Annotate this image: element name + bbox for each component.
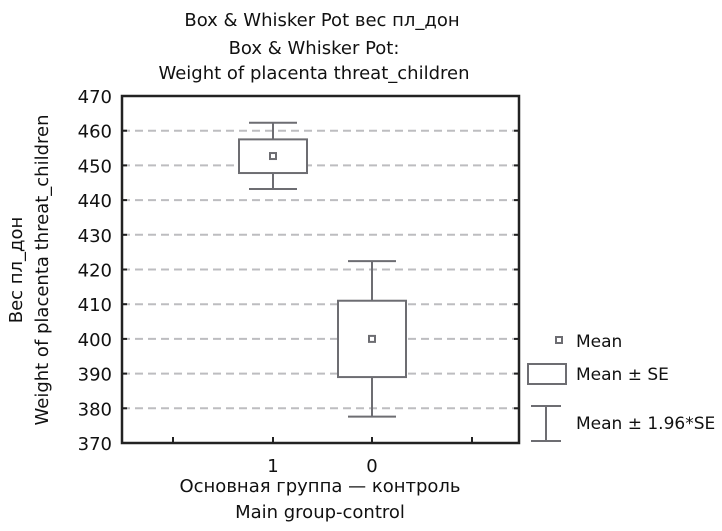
y-tick-label: 420 [78, 261, 112, 282]
y-tick-label: 400 [78, 330, 112, 351]
y-axis-label-2: Weight of placenta threat_children [32, 114, 53, 425]
y-tick-label: 450 [78, 156, 112, 177]
legend-whisker [531, 405, 561, 442]
y-axis-label-1: Вес пл_дон [6, 217, 27, 324]
x-axis-label-2: Main group-control [235, 502, 405, 523]
box-group-0 [337, 260, 407, 418]
legend-se-box [527, 363, 567, 385]
legend-mean-marker [555, 336, 563, 344]
y-tick-label: 430 [78, 226, 112, 247]
y-tick-label: 460 [78, 122, 112, 143]
mean-marker [368, 334, 376, 343]
y-tick-label: 390 [78, 365, 112, 386]
y-tick-label: 380 [78, 399, 112, 420]
x-tick-label: 1 [267, 456, 278, 477]
se-box [337, 299, 407, 379]
legend-1-96se: Mean ± 1.96*SE [576, 414, 715, 434]
legend-se: Mean ± SE [576, 365, 669, 385]
box-group-1 [238, 121, 308, 190]
legend: Mean Mean ± SE Mean ± 1.96*SE [527, 332, 715, 442]
legend-mean: Mean [576, 332, 622, 352]
x-axis-label-1: Основная группа — контроль [179, 476, 460, 497]
mean-marker [269, 152, 277, 161]
title-line-2: Box & Whisker Pot: [229, 38, 400, 59]
y-tick-label: 440 [78, 191, 112, 212]
chart-title: Box & Whisker Pot вес пл_дон Box & Whisk… [158, 10, 469, 84]
y-tick-label: 470 [78, 87, 112, 108]
y-tick-label: 410 [78, 295, 112, 316]
plot-frame [120, 94, 521, 445]
title-line-3: Weight of placenta threat_children [158, 63, 469, 84]
se-box [238, 138, 308, 175]
y-tick-label: 370 [78, 434, 112, 455]
x-tick-label: 0 [366, 456, 377, 477]
title-line-1: Box & Whisker Pot вес пл_дон [184, 10, 459, 31]
